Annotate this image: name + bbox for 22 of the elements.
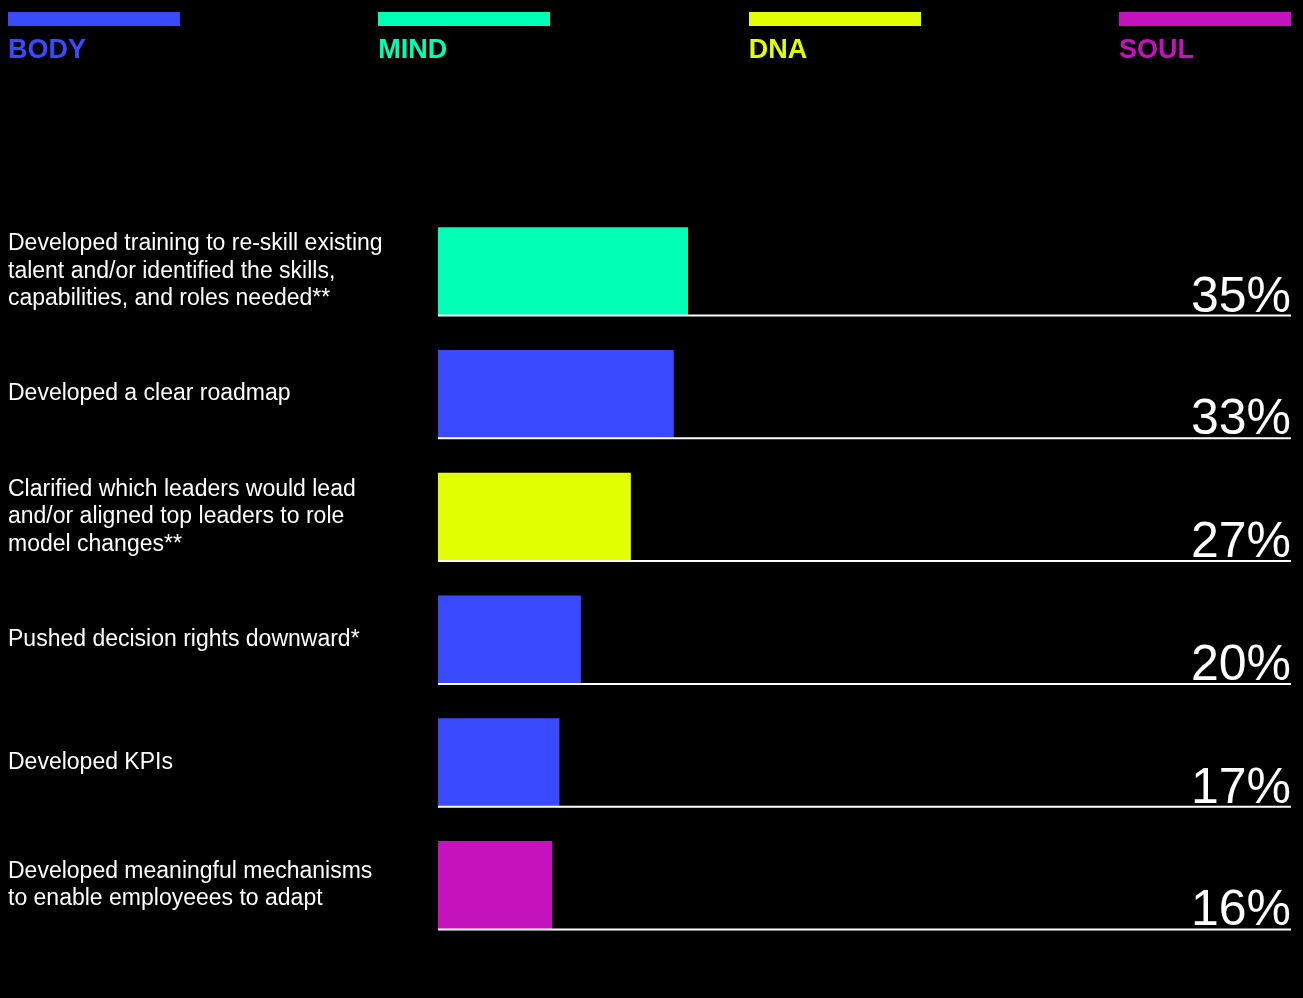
text: DNA: [748, 34, 808, 64]
bar: [438, 718, 560, 807]
text: MIND: [378, 34, 448, 64]
y-tick-label: Pushed decision rights downward*: [8, 625, 360, 652]
y-tick-label: Developed a clear roadmap: [8, 379, 291, 406]
text: SOUL: [1118, 34, 1194, 64]
bar: [438, 595, 581, 684]
y-tick-label: Developed training to re-skill existing talent and/or identified the skills, capabilities, and roles needed**: [8, 229, 383, 311]
bar: [438, 349, 674, 439]
text: BODY: [8, 34, 87, 64]
data-label: 27%: [1190, 512, 1291, 569]
data-label: 33%: [1190, 389, 1291, 446]
y-tick-label: Developed meaningful mechanisms to enable employeees to adapt: [8, 856, 373, 911]
data-label: 35%: [1190, 266, 1291, 323]
bar: [438, 841, 553, 930]
data-label: 17%: [1190, 757, 1291, 814]
data-label: 20%: [1190, 634, 1291, 691]
bar: [438, 227, 688, 316]
y-tick-label: Clarified which leaders would lead and/or aligned top leaders to role model changes**: [8, 474, 356, 556]
bar: [438, 472, 631, 562]
y-tick-label: Developed KPIs: [8, 747, 173, 774]
data-label: 16%: [1190, 880, 1291, 937]
